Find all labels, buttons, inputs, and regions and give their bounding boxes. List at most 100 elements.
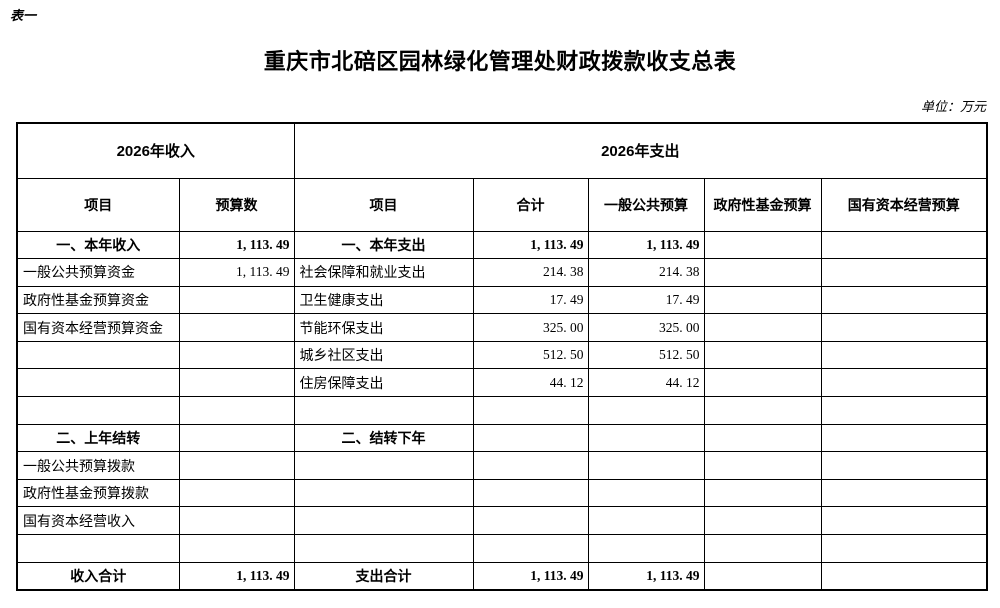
- budget-table: 2026年收入 2026年支出 项目 预算数 项目 合计 一般公共预算 政府性基…: [16, 122, 989, 591]
- table-row: 一、本年收入 1, 113. 49 一、本年支出 1, 113. 49 1, 113. …: [16, 230, 988, 260]
- table-row: [16, 534, 988, 563]
- col-header-income-item: 项目: [16, 177, 180, 232]
- unit-note: 单位：万元: [920, 100, 986, 115]
- table-row: 二、上年结转 二、结转下年: [16, 423, 988, 453]
- gov-fund-cell: [703, 423, 822, 453]
- gov-fund-cell: [703, 285, 822, 315]
- gov-fund-cell: [703, 340, 822, 370]
- expense-item-cell: 住房保障支出: [293, 368, 474, 398]
- state-capital-cell: [820, 534, 988, 563]
- col-header-expense-total: 合计: [472, 177, 589, 232]
- general-public-cell: 214. 38: [587, 258, 705, 287]
- general-public-cell: [587, 478, 705, 508]
- income-value-cell: [178, 534, 295, 563]
- col-header-expense-item: 项目: [293, 177, 474, 232]
- expense-item-cell: 支出合计: [293, 561, 474, 591]
- gov-fund-cell: [703, 561, 822, 591]
- expense-total-cell: [472, 534, 589, 563]
- expense-item-cell: 一、本年支出: [293, 230, 474, 260]
- col-header-state-capital: 国有资本经营预算: [820, 177, 988, 232]
- general-public-cell: [587, 451, 705, 480]
- state-capital-cell: [820, 313, 988, 342]
- income-group-header: 2026年收入: [16, 122, 295, 179]
- income-value-cell: [178, 506, 295, 536]
- gov-fund-cell: [703, 478, 822, 508]
- gov-fund-cell: [703, 506, 822, 536]
- gov-fund-cell: [703, 396, 822, 425]
- general-public-cell: [587, 423, 705, 453]
- expense-item-cell: 二、结转下年: [293, 423, 474, 453]
- expense-total-cell: [472, 451, 589, 480]
- table-row: 一般公共预算资金 1, 113. 49 社会保障和就业支出 214. 38 214. 3…: [16, 258, 988, 287]
- table-row: 国有资本经营收入: [16, 506, 988, 536]
- state-capital-cell: [820, 368, 988, 398]
- state-capital-cell: [820, 285, 988, 315]
- expense-item-cell: 社会保障和就业支出: [293, 258, 474, 287]
- state-capital-cell: [820, 506, 988, 536]
- income-value-cell: [178, 396, 295, 425]
- income-item-cell: 国有资本经营预算资金: [16, 313, 180, 342]
- expense-item-cell: 节能环保支出: [293, 313, 474, 342]
- income-value-cell: [178, 368, 295, 398]
- expense-total-cell: [472, 506, 589, 536]
- income-item-cell: [16, 396, 180, 425]
- expense-total-cell: 17. 49: [472, 285, 589, 315]
- general-public-cell: [587, 534, 705, 563]
- income-value-cell: [178, 340, 295, 370]
- gov-fund-cell: [703, 534, 822, 563]
- expense-total-cell: 214. 38: [472, 258, 589, 287]
- gov-fund-cell: [703, 451, 822, 480]
- expense-item-cell: 卫生健康支出: [293, 285, 474, 315]
- state-capital-cell: [820, 451, 988, 480]
- income-item-cell: [16, 534, 180, 563]
- state-capital-cell: [820, 396, 988, 425]
- col-header-income-budget: 预算数: [178, 177, 295, 232]
- income-value-cell: 1, 113. 49: [178, 561, 295, 591]
- table-header-groups: 2026年收入 2026年支出: [16, 122, 988, 179]
- general-public-cell: 512. 50: [587, 340, 705, 370]
- general-public-cell: [587, 506, 705, 536]
- expense-total-cell: [472, 478, 589, 508]
- gov-fund-cell: [703, 313, 822, 342]
- income-value-cell: [178, 478, 295, 508]
- expense-item-cell: [293, 534, 474, 563]
- table-header-columns: 项目 预算数 项目 合计 一般公共预算 政府性基金预算 国有资本经营预算: [16, 177, 988, 232]
- income-item-cell: 二、上年结转: [16, 423, 180, 453]
- expense-item-cell: [293, 478, 474, 508]
- col-header-gov-fund: 政府性基金预算: [703, 177, 822, 232]
- table-body: 一、本年收入 1, 113. 49 一、本年支出 1, 113. 49 1, 113. …: [16, 230, 988, 591]
- income-item-cell: 政府性基金预算资金: [16, 285, 180, 315]
- expense-total-cell: 512. 50: [472, 340, 589, 370]
- income-item-cell: [16, 340, 180, 370]
- state-capital-cell: [820, 423, 988, 453]
- income-value-cell: 1, 113. 49: [178, 258, 295, 287]
- table-row: 政府性基金预算资金 卫生健康支出 17. 49 17. 49: [16, 285, 988, 315]
- expense-total-cell: 44. 12: [472, 368, 589, 398]
- general-public-cell: 325. 00: [587, 313, 705, 342]
- income-item-cell: 收入合计: [16, 561, 180, 591]
- expense-total-cell: 1, 113. 49: [472, 230, 589, 260]
- state-capital-cell: [820, 340, 988, 370]
- state-capital-cell: [820, 478, 988, 508]
- general-public-cell: [587, 396, 705, 425]
- expense-total-cell: [472, 423, 589, 453]
- income-value-cell: [178, 285, 295, 315]
- table-row: 国有资本经营预算资金 节能环保支出 325. 00 325. 00: [16, 313, 988, 342]
- col-header-general-public: 一般公共预算: [587, 177, 705, 232]
- general-public-cell: 1, 113. 49: [587, 561, 705, 591]
- expense-group-header: 2026年支出: [293, 122, 988, 179]
- income-item-cell: 国有资本经营收入: [16, 506, 180, 536]
- state-capital-cell: [820, 561, 988, 591]
- page-title: 重庆市北碚区园林绿化管理处财政拨款收支总表: [263, 49, 737, 74]
- income-item-cell: 一、本年收入: [16, 230, 180, 260]
- expense-item-cell: [293, 506, 474, 536]
- income-value-cell: [178, 313, 295, 342]
- table-row: [16, 396, 988, 425]
- gov-fund-cell: [703, 368, 822, 398]
- expense-item-cell: 城乡社区支出: [293, 340, 474, 370]
- income-item-cell: 一般公共预算资金: [16, 258, 180, 287]
- income-item-cell: 政府性基金预算拨款: [16, 478, 180, 508]
- general-public-cell: 1, 113. 49: [587, 230, 705, 260]
- state-capital-cell: [820, 230, 988, 260]
